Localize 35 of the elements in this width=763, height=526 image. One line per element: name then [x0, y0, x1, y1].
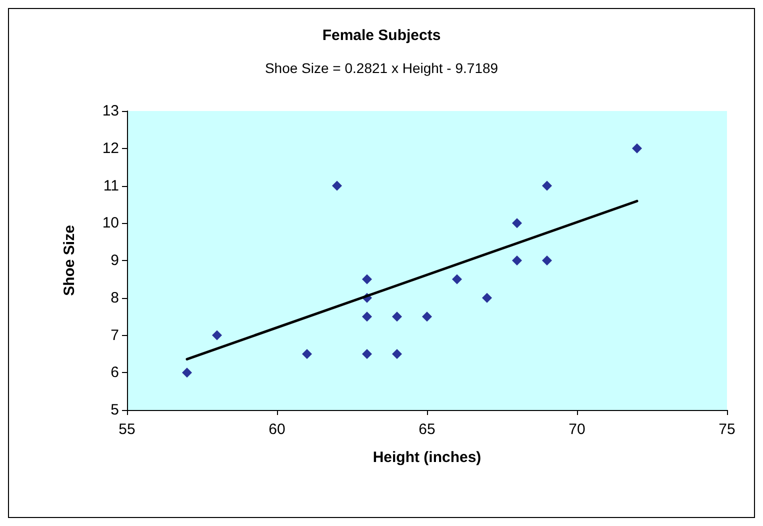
- y-tick-label: 11: [103, 177, 119, 194]
- y-tick-label: 7: [110, 326, 119, 344]
- point: [212, 330, 222, 340]
- point: [362, 312, 372, 322]
- y-tick-label: 12: [102, 140, 119, 157]
- chart-title: Female Subjects: [322, 27, 441, 44]
- point: [542, 180, 552, 191]
- y-tick-label: 8: [110, 289, 119, 306]
- y-tick-label: 6: [110, 364, 119, 382]
- point: [632, 143, 642, 154]
- point: [362, 348, 372, 359]
- point: [482, 292, 492, 303]
- point: [362, 274, 372, 284]
- chart-subtitle: Shoe Size = 0.2821 x Height - 9.7189: [264, 60, 498, 76]
- y-tick-label: 10: [102, 214, 119, 232]
- x-tick-label: 70: [568, 421, 586, 438]
- point: [542, 256, 552, 266]
- point: [422, 312, 432, 322]
- x-tick-label: 55: [118, 421, 136, 438]
- x-tick-label: 65: [418, 421, 436, 438]
- point: [332, 180, 342, 191]
- point: [452, 274, 462, 284]
- y-tick-label: 9: [110, 252, 119, 269]
- point: [302, 348, 312, 359]
- x-axis-title: Height (inches): [372, 449, 482, 466]
- y-axis-title: Shoe Size: [61, 225, 78, 296]
- x-tick-label: 60: [268, 421, 286, 438]
- y-tick-label: 13: [102, 102, 119, 120]
- y-tick-label: 5: [110, 402, 119, 418]
- point: [392, 312, 402, 322]
- point: [182, 368, 192, 378]
- x-tick-label: 75: [718, 421, 736, 438]
- point: [392, 348, 402, 359]
- point: [512, 256, 522, 266]
- point: [512, 218, 522, 228]
